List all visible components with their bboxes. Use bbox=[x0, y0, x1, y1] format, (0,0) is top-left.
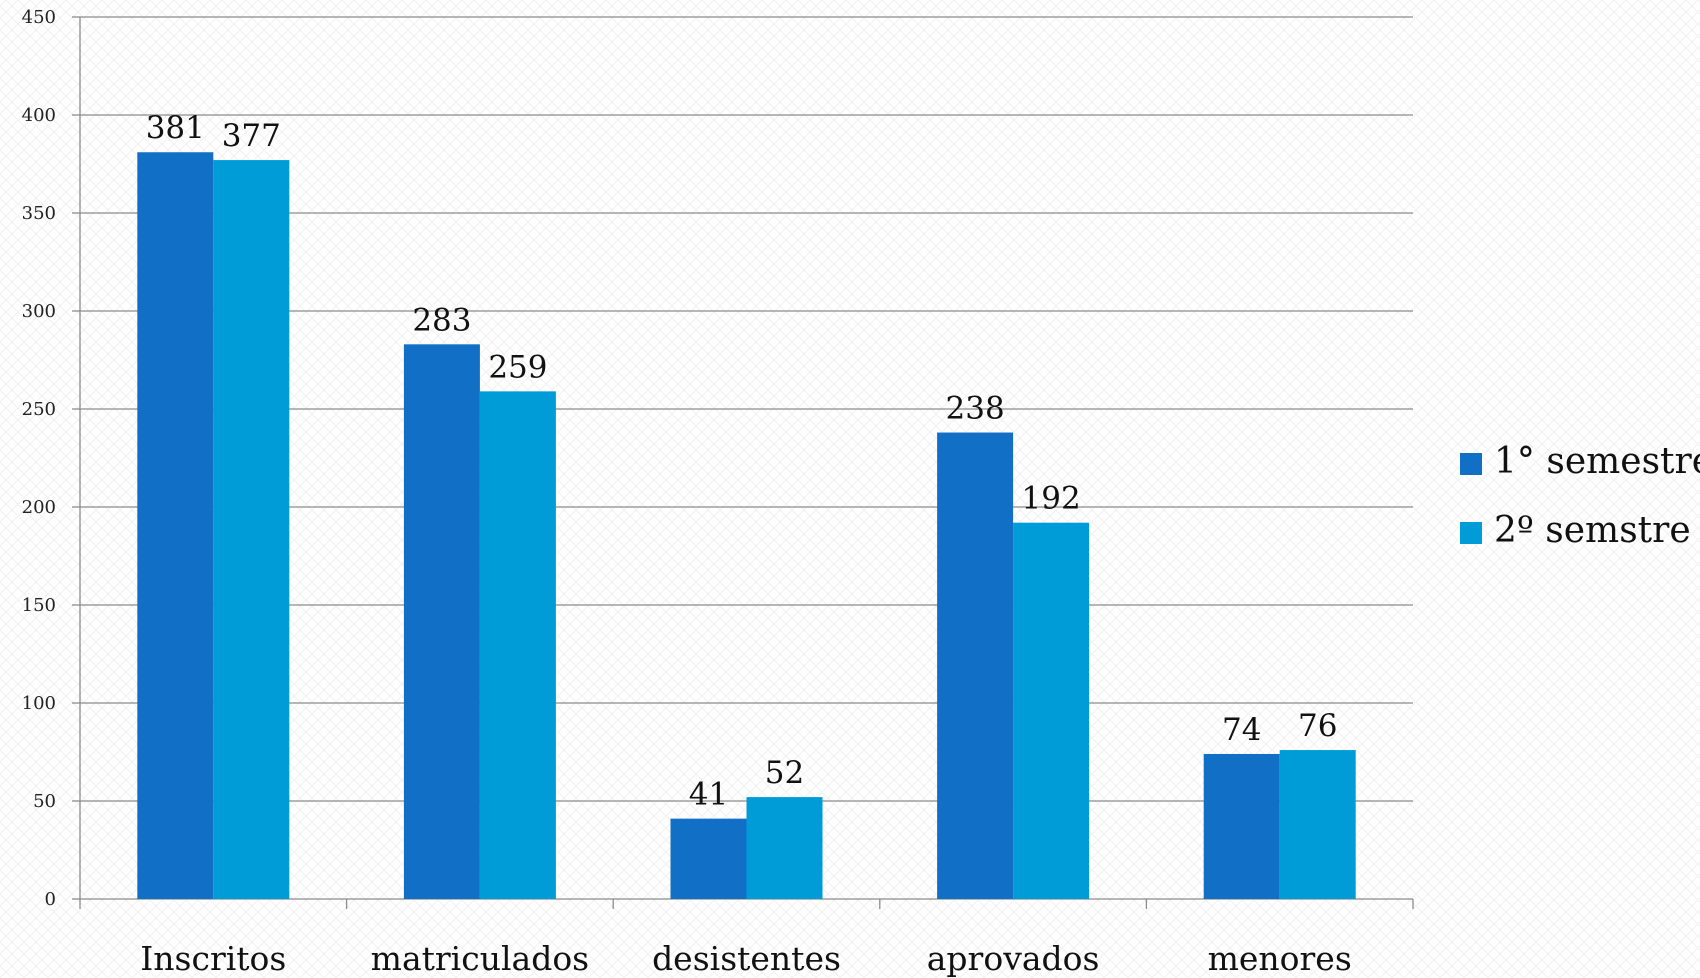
data-label: 192 bbox=[1022, 481, 1081, 517]
data-label: 76 bbox=[1298, 708, 1337, 744]
y-tick-label: 0 bbox=[45, 889, 56, 910]
y-tick-label: 250 bbox=[22, 399, 56, 420]
bar bbox=[937, 432, 1014, 899]
y-tick-label: 300 bbox=[22, 301, 56, 322]
legend-swatch bbox=[1460, 522, 1482, 544]
bar bbox=[1013, 522, 1090, 899]
legend-label: 2º semstre bbox=[1494, 510, 1691, 551]
data-label: 381 bbox=[146, 110, 205, 146]
bar bbox=[213, 160, 290, 899]
y-tick-label: 100 bbox=[22, 693, 56, 714]
y-tick-label: 450 bbox=[22, 7, 56, 28]
bar bbox=[137, 152, 214, 900]
data-label: 74 bbox=[1222, 712, 1261, 748]
x-tick-label: Inscritos bbox=[140, 939, 286, 978]
bar bbox=[403, 344, 480, 899]
x-tick-label: menores bbox=[1208, 939, 1352, 978]
y-tick-label: 200 bbox=[22, 497, 56, 518]
data-label: 52 bbox=[765, 755, 804, 791]
data-label: 41 bbox=[689, 777, 728, 813]
data-labels: 381 377 283 259 41 52 238 192 74 76 bbox=[146, 110, 1338, 812]
legend-swatch bbox=[1460, 453, 1482, 475]
legend-label: 1° semestre bbox=[1494, 441, 1700, 482]
bar bbox=[1279, 750, 1356, 899]
data-label: 238 bbox=[946, 391, 1005, 427]
data-label: 259 bbox=[488, 349, 547, 385]
bar bbox=[1203, 753, 1280, 899]
data-label: 283 bbox=[412, 302, 471, 338]
y-tick-label: 400 bbox=[22, 105, 56, 126]
y-tick-label: 350 bbox=[22, 203, 56, 224]
x-tick-label: aprovados bbox=[927, 939, 1100, 978]
x-tick-label: desistentes bbox=[652, 939, 841, 978]
bar bbox=[746, 797, 823, 899]
y-tick-label: 150 bbox=[22, 595, 56, 616]
gridlines bbox=[80, 16, 1413, 802]
data-label: 377 bbox=[222, 118, 281, 154]
bar bbox=[479, 391, 556, 899]
y-tick-label: 50 bbox=[33, 791, 56, 812]
legend: 1° semestre 2º semstre bbox=[1460, 441, 1700, 551]
bar bbox=[670, 818, 747, 899]
x-tick-label: matriculados bbox=[371, 939, 589, 978]
bars bbox=[137, 152, 1356, 900]
